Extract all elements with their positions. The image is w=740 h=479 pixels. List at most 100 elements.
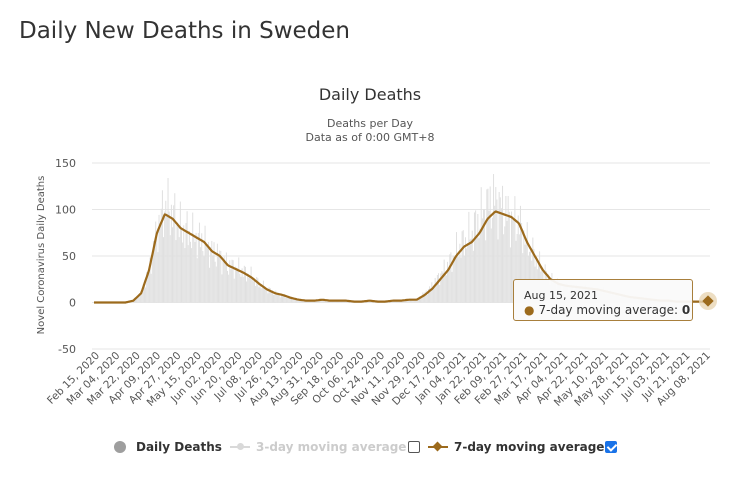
daily-deaths-bar: [299, 299, 301, 303]
daily-deaths-bar: [237, 269, 239, 303]
page-title: Daily New Deaths in Sweden: [19, 18, 350, 44]
tooltip-date: Aug 15, 2021: [524, 289, 598, 302]
daily-deaths-bar: [442, 272, 444, 303]
daily-deaths-bar: [449, 254, 451, 303]
daily-deaths-bar: [194, 241, 196, 303]
daily-deaths-bar: [249, 277, 251, 303]
tooltip-row: ● 7-day moving average: 0: [524, 303, 691, 317]
daily-deaths-bar: [279, 297, 281, 303]
daily-deaths-bar: [172, 227, 174, 303]
daily-deaths-bar: [417, 298, 419, 303]
chart-subtitle-1: Deaths per Day: [327, 117, 413, 130]
daily-deaths-bar: [447, 261, 449, 303]
daily-deaths-bar: [211, 240, 213, 303]
daily-deaths-bar: [319, 300, 321, 303]
daily-deaths-bar: [147, 272, 149, 303]
checkbox-3day-average[interactable]: [408, 441, 420, 453]
daily-deaths-bar: [323, 300, 325, 303]
daily-deaths-bar: [502, 185, 504, 303]
daily-deaths-bar: [316, 300, 318, 303]
legend-item-7day-average[interactable]: 7-day moving average: [428, 437, 604, 457]
daily-deaths-bar: [511, 211, 513, 303]
daily-deaths-bar: [137, 295, 139, 303]
daily-deaths-bar: [142, 284, 144, 303]
daily-deaths-bar: [313, 300, 315, 303]
daily-deaths-bar: [202, 251, 204, 303]
chart-tooltip: Aug 15, 2021 ● 7-day moving average: 0: [513, 279, 693, 321]
tooltip-value: 0: [681, 303, 691, 317]
daily-deaths-bar: [338, 301, 340, 303]
daily-deaths-bar: [271, 290, 273, 303]
daily-deaths-bar: [210, 246, 212, 303]
daily-deaths-bar: [468, 211, 470, 303]
daily-deaths-bar: [478, 238, 480, 303]
daily-deaths-bar: [156, 236, 158, 303]
daily-deaths-bar: [532, 237, 534, 303]
daily-deaths-bar: [233, 278, 235, 303]
daily-deaths-bar: [422, 292, 424, 303]
chart-title: Daily Deaths: [319, 85, 421, 104]
daily-deaths-bar: [530, 247, 532, 303]
daily-deaths-bar: [453, 257, 455, 303]
legend-item-daily-deaths[interactable]: Daily Deaths: [110, 437, 222, 457]
daily-deaths-bar: [472, 250, 474, 303]
daily-deaths-bar: [304, 301, 306, 303]
daily-deaths-bar: [343, 301, 345, 303]
daily-deaths-bar: [260, 288, 262, 303]
chart-subtitle-2: Data as of 0:00 GMT+8: [306, 131, 435, 144]
daily-deaths-bar: [482, 209, 484, 303]
legend-item-3day-average[interactable]: 3-day moving average: [230, 437, 406, 457]
daily-deaths-bar: [519, 205, 521, 303]
hover-point[interactable]: [699, 292, 717, 310]
y-tick-label: 100: [55, 204, 76, 217]
daily-deaths-bar: [132, 301, 134, 303]
daily-deaths-bar: [267, 293, 269, 303]
daily-deaths-bar: [463, 255, 465, 303]
daily-deaths-bar: [287, 295, 289, 303]
daily-deaths-bar: [476, 235, 478, 303]
hover-point-marker: [702, 295, 714, 307]
daily-deaths-bar: [176, 224, 178, 303]
daily-deaths-bar: [141, 291, 143, 303]
daily-deaths-bar: [445, 275, 447, 303]
daily-deaths-bar: [146, 271, 148, 303]
daily-deaths-bar: [270, 292, 272, 303]
daily-deaths-bar: [431, 282, 433, 303]
daily-deaths-bar: [481, 218, 483, 303]
daily-deaths-bar: [189, 241, 191, 303]
daily-deaths-bar: [514, 196, 516, 303]
daily-deaths-bar: [310, 301, 312, 303]
daily-deaths-bar: [325, 300, 327, 303]
daily-deaths-bar: [524, 244, 526, 303]
daily-deaths-bar: [451, 271, 453, 303]
daily-deaths-bar: [432, 288, 434, 303]
daily-deaths-bar: [235, 267, 238, 303]
daily-deaths-bar: [396, 300, 398, 303]
daily-deaths-bar: [223, 256, 225, 303]
daily-deaths-bar: [420, 297, 422, 303]
daily-deaths-bar: [216, 243, 218, 303]
daily-deaths-bar: [368, 301, 370, 303]
daily-deaths-bar: [423, 293, 425, 303]
daily-deaths-bar: [134, 298, 136, 303]
daily-deaths-bar: [197, 232, 199, 303]
checkbox-7day-average[interactable]: [605, 441, 617, 453]
daily-deaths-bar: [424, 291, 426, 303]
daily-deaths-bar: [184, 248, 186, 303]
daily-deaths-bar: [221, 274, 223, 303]
daily-deaths-bar: [450, 252, 452, 303]
daily-deaths-bar: [152, 240, 154, 303]
daily-deaths-bar: [469, 239, 471, 303]
daily-deaths-bar: [219, 250, 221, 303]
daily-deaths-bar: [157, 252, 159, 303]
daily-deaths-bar: [234, 266, 236, 303]
y-tick-labels: -50 0 50 100 150: [55, 157, 76, 356]
daily-deaths-bar: [164, 211, 166, 303]
daily-deaths-bar: [436, 275, 438, 303]
daily-deaths-bar: [462, 230, 464, 303]
tooltip-series-name: 7-day moving average: [538, 303, 674, 317]
daily-deaths-bar: [163, 237, 165, 303]
legend-dot-icon: [110, 440, 130, 454]
